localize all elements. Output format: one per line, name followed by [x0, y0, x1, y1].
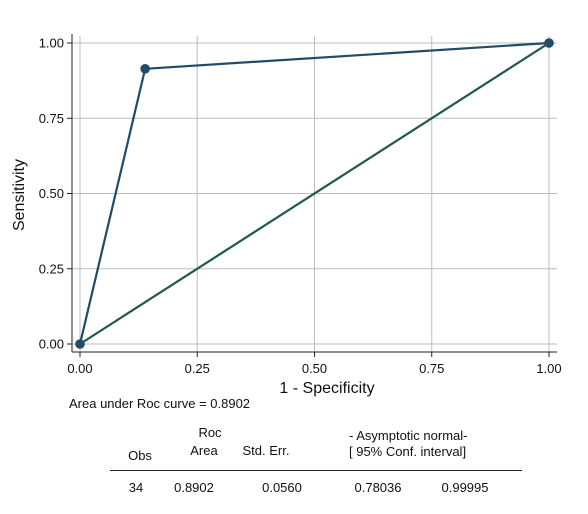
header-roc: Roc: [198, 425, 222, 440]
header-asymptotic: - Asymptotic normal-: [349, 428, 468, 443]
header-ci: [ 95% Conf. interval]: [349, 444, 467, 459]
y-axis-title: Sensitivity: [11, 159, 28, 231]
x-tick-label: 0.00: [67, 361, 92, 376]
table-rule: [110, 470, 522, 471]
cell-std-err: 0.0560: [262, 480, 302, 495]
x-tick-label: 1.00: [536, 361, 561, 376]
tick-labels: 0.00 0.25 0.50 0.75 1.00 0.00 0.25 0.50 0.75 1.00: [39, 36, 562, 377]
y-tick-label: 0.75: [39, 111, 64, 126]
axes: [67, 34, 557, 357]
cell-ci-high: 0.99995: [441, 480, 489, 495]
x-axis-title: 1 - Specificity: [279, 380, 374, 397]
auc-summary: Area under Roc curve = 0.8902: [69, 396, 251, 411]
x-tick-label: 0.25: [185, 361, 210, 376]
cell-obs: 34: [128, 480, 144, 495]
y-tick-label: 0.25: [39, 261, 64, 276]
reference-line-line: [79, 42, 550, 345]
roc-chart: 0.00 0.25 0.50 0.75 1.00 0.00 0.25 0.50 0.75 1.00…: [11, 34, 562, 397]
cell-ci-low: 0.78036: [354, 480, 402, 495]
y-tick-label: 1.00: [39, 36, 64, 51]
y-tick-label: 0.00: [39, 337, 64, 352]
cell-area: 0.8902: [174, 480, 214, 495]
roc-curve-point: [140, 63, 150, 74]
series-group: [75, 38, 554, 349]
header-area: Area: [190, 443, 218, 458]
header-obs: Obs: [128, 448, 152, 463]
x-tick-label: 0.50: [302, 361, 327, 376]
y-tick-label: 0.50: [39, 186, 64, 201]
header-std-err: Std. Err.: [242, 443, 290, 458]
x-tick-label: 0.75: [419, 361, 444, 376]
